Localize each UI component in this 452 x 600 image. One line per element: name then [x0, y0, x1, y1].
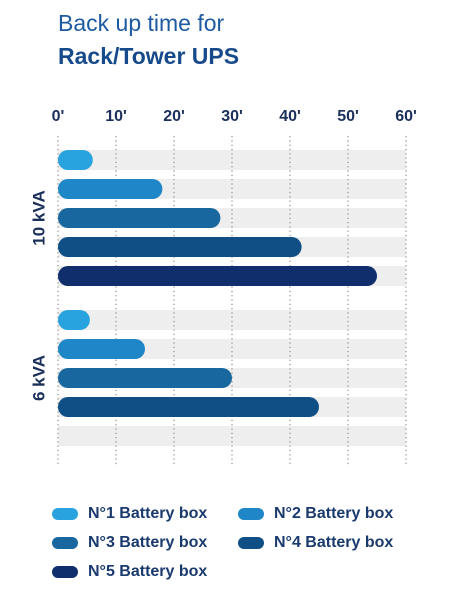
bar [58, 310, 90, 330]
category-label: 10 kVA [29, 190, 48, 245]
x-tick-label: 40' [279, 108, 301, 125]
bar [58, 339, 145, 359]
row-track [58, 426, 406, 446]
bar [58, 368, 232, 388]
x-tick-label: 10' [105, 108, 127, 125]
x-tick-label: 20' [163, 108, 185, 125]
bar [58, 237, 302, 257]
legend-swatch [52, 537, 78, 549]
bar [58, 150, 93, 170]
row-track [58, 310, 406, 330]
legend-label: N°4 Battery box [274, 534, 393, 551]
category-label: 6 kVA [29, 355, 48, 401]
legend-label: N°3 Battery box [88, 534, 207, 551]
x-tick-label: 30' [221, 108, 243, 125]
x-tick-label: 50' [337, 108, 359, 125]
bar [58, 179, 163, 199]
x-tick-label: 0' [52, 108, 65, 125]
bar [58, 266, 377, 286]
bar [58, 397, 319, 417]
legend-swatch [238, 508, 264, 520]
row-track [58, 150, 406, 170]
chart-title: Rack/Tower UPS [58, 43, 239, 69]
legend-swatch [52, 566, 78, 578]
legend-label: N°1 Battery box [88, 505, 207, 522]
legend-label: N°5 Battery box [88, 563, 207, 580]
legend-swatch [52, 508, 78, 520]
chart-title: Back up time for [58, 10, 225, 36]
bar [58, 208, 221, 228]
legend-label: N°2 Battery box [274, 505, 393, 522]
legend-swatch [238, 537, 264, 549]
x-tick-label: 60' [395, 108, 417, 125]
row-track [58, 339, 406, 359]
